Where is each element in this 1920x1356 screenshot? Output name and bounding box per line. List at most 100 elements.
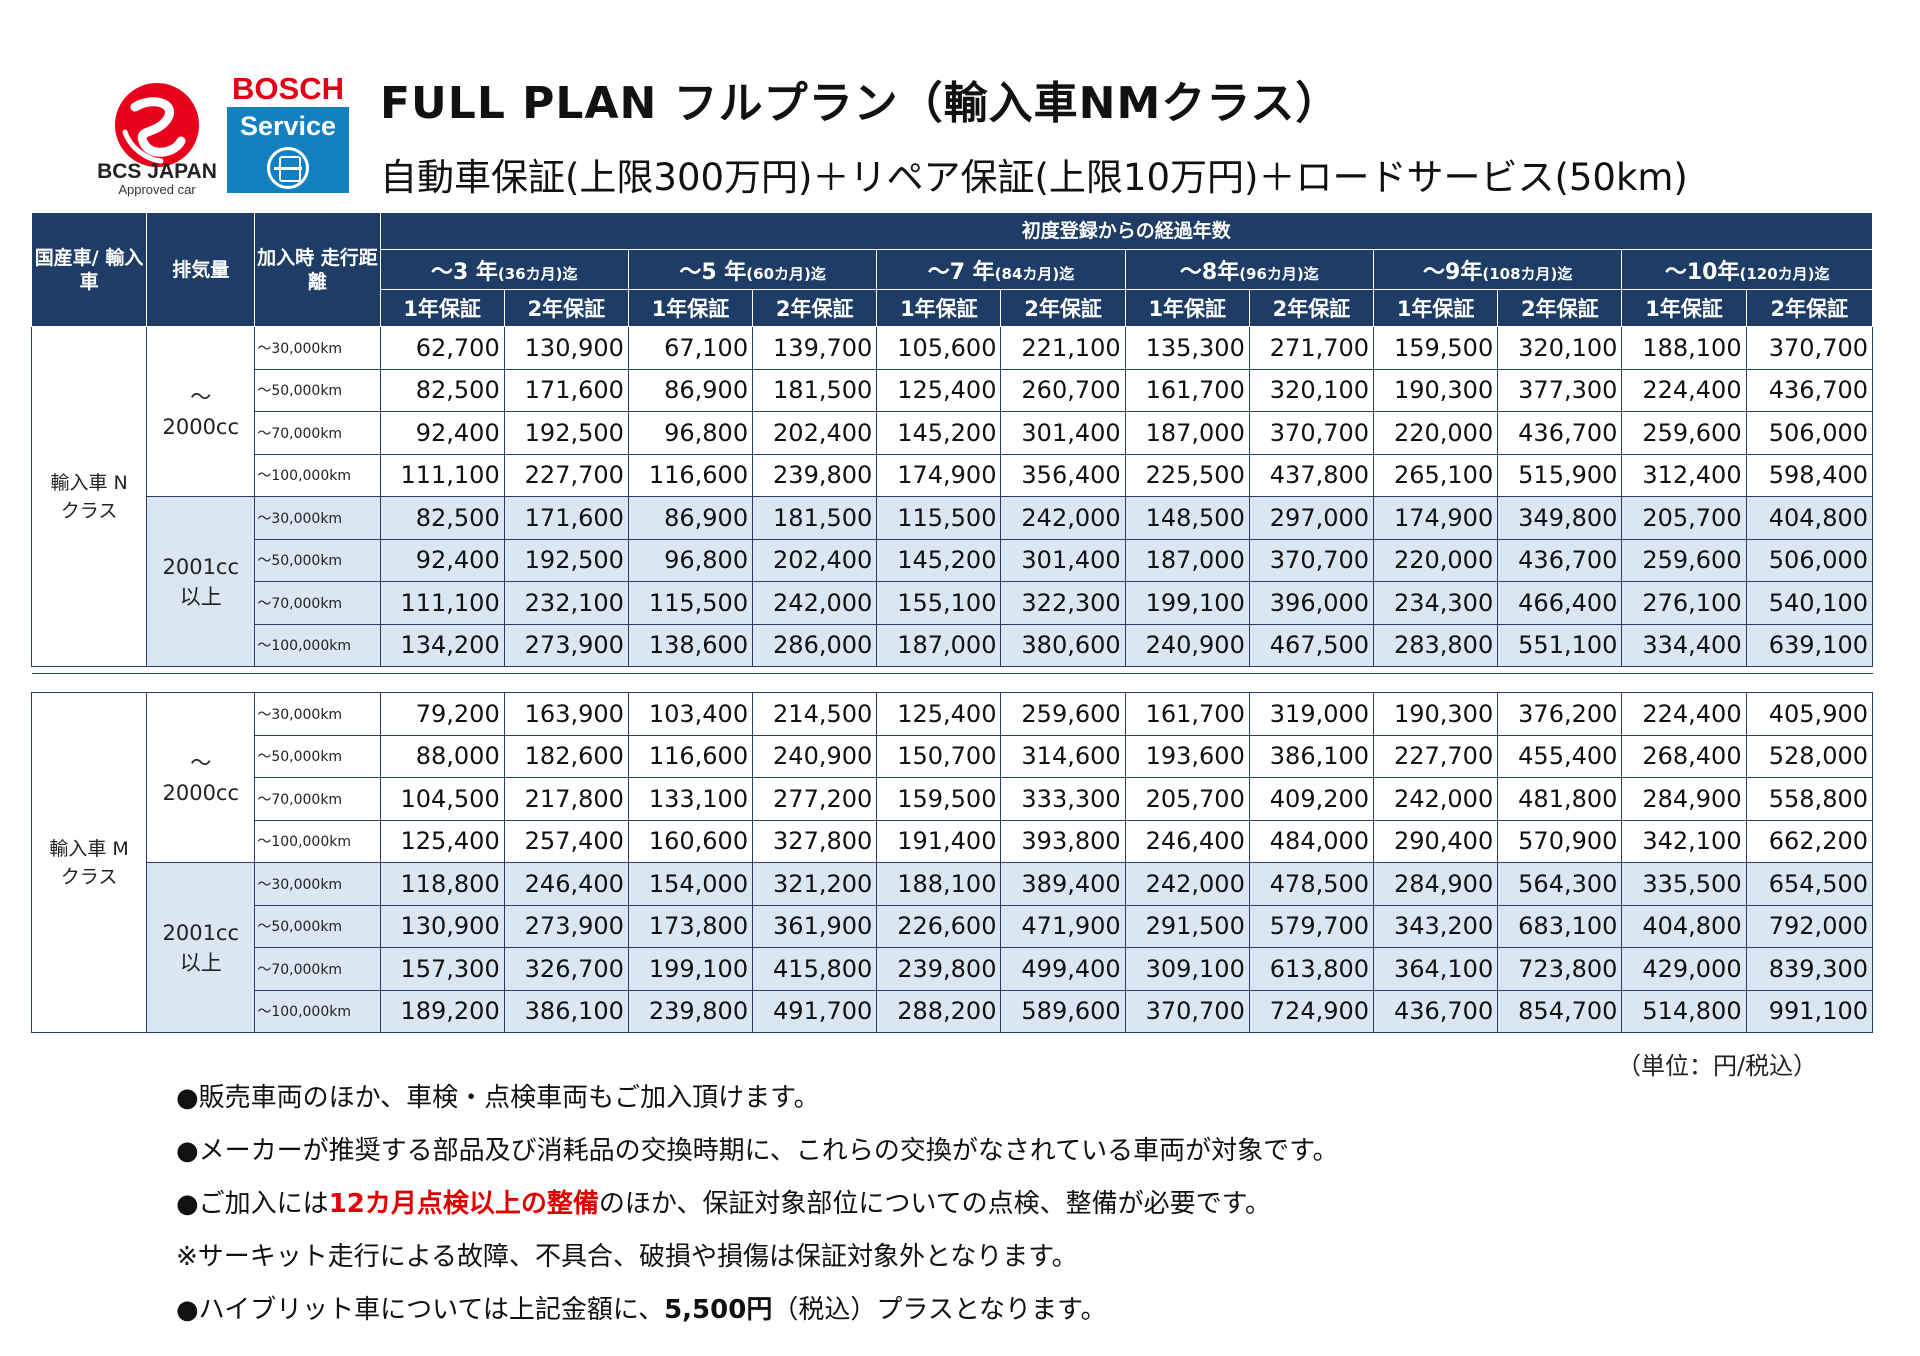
price-cell: 404,800 [1745,496,1874,540]
price-cell: 376,200 [1497,692,1623,736]
price-cell: 82,500 [379,496,505,540]
price-cell: 259,600 [1621,538,1747,582]
price-cell: 386,100 [1248,734,1375,778]
price-cell: 205,700 [1124,777,1250,821]
price-cell: 312,400 [1621,453,1747,497]
price-cell: 88,000 [379,734,505,778]
price-cell: 157,300 [379,947,505,991]
price-cell: 405,900 [1745,692,1874,736]
price-cell: 260,700 [1000,368,1126,412]
price-cell: 182,600 [503,734,629,778]
note-line: ●メーカーが推奨する部品及び消耗品の交換時期に、これらの交換がなされている車両が… [176,1125,1676,1178]
displacement-label: 2001cc 以上 [146,862,256,1033]
price-cell: 133,100 [627,777,754,821]
price-cell: 239,800 [627,989,754,1033]
price-cell: 481,800 [1497,777,1623,821]
price-cell: 221,100 [1000,326,1126,370]
price-cell: 393,800 [1000,819,1126,863]
header-period: ～10年(120カ月)迄 [1621,249,1873,290]
price-cell: 202,400 [752,411,878,455]
price-cell: 326,700 [503,947,629,991]
price-cell: 540,100 [1745,581,1874,625]
price-cell: 190,300 [1373,368,1499,412]
price-cell: 259,600 [1621,411,1747,455]
price-cell: 239,800 [876,947,1002,991]
price-cell: 161,700 [1124,368,1250,412]
price-cell: 82,500 [379,368,505,412]
price-cell: 471,900 [1000,904,1126,948]
displacement-label: 2001cc 以上 [146,496,256,667]
note-line: ●ハイブリット車については上記金額に、5,500円（税込）プラスとなります。 [176,1284,1676,1337]
price-cell: 205,700 [1621,496,1747,540]
price-cell: 187,000 [1124,411,1250,455]
price-cell: 145,200 [876,538,1002,582]
price-cell: 199,100 [1124,581,1250,625]
price-cell: 160,600 [627,819,754,863]
price-cell: 528,000 [1745,734,1874,778]
displacement-label: ～ 2000cc [146,326,256,497]
price-cell: 484,000 [1248,819,1375,863]
table-row: 2001cc 以上 ～30,000km 118,800 246,400 154,000 3… [32,862,1874,1033]
price-cell: 356,400 [1000,453,1126,497]
header-warranty-2yr: 2年保証 [503,289,629,327]
bosch-service-panel: Service [227,107,349,193]
header-period-sub: (36カ月)迄 [497,264,578,283]
price-cell: 273,900 [503,904,629,948]
price-cell: 67,100 [627,326,754,370]
price-cell: 187,000 [1124,538,1250,582]
header-period-main: ～7 年 [927,259,995,285]
price-cell: 161,700 [1124,692,1250,736]
price-cell: 92,400 [379,538,505,582]
price-cell: 130,900 [503,326,629,370]
table-row: 輸入車 Nクラス～ 2000cc ～30,000km 62,700 130,900 67… [30,326,1874,667]
mileage-label: ～70,000km [254,777,381,821]
notes-list: ●販売車両のほか、車検・点検車両もご加入頂けます。 ●メーカーが推奨する部品及び消… [176,1072,1676,1337]
price-cell: 276,100 [1621,581,1747,625]
price-table: 国産車/ 輸入車 排気量 加入時 走行距離 初度登録からの経過年数 ～3 年(3… [30,212,1874,1033]
price-cell: 234,300 [1373,581,1499,625]
bosch-armature-icon [267,147,309,189]
note-line: ※サーキット走行による故障、不具合、破損や損傷は保証対象外となります。 [176,1231,1676,1284]
header-period-main: ～5 年 [679,259,747,285]
mileage-label: ～100,000km [254,623,381,667]
price-cell: 455,400 [1497,734,1623,778]
price-cell: 792,000 [1745,904,1874,948]
price-cell: 277,200 [752,777,878,821]
header-period-main: ～10年 [1664,259,1740,285]
price-cell: 125,400 [876,692,1002,736]
price-cell: 288,200 [876,989,1002,1033]
header-type: 国産車/ 輸入車 [30,212,148,327]
price-cell: 514,800 [1621,989,1747,1033]
price-cell: 104,500 [379,777,505,821]
price-cell: 515,900 [1497,453,1623,497]
mileage-label: ～100,000km [254,819,381,863]
note-text: ●販売車両のほか、車検・点検車両もご加入頂けます。 [176,1083,820,1113]
header-warranty-2yr: 2年保証 [1000,289,1126,327]
price-cell: 589,600 [1000,989,1126,1033]
price-cell: 189,200 [379,989,505,1033]
price-cell: 429,000 [1621,947,1747,991]
mileage-label: ～70,000km [254,947,381,991]
price-cell: 370,700 [1248,411,1375,455]
price-cell: 154,000 [627,862,754,906]
price-cell: 361,900 [752,904,878,948]
price-cell: 159,500 [1373,326,1499,370]
price-cell: 79,200 [379,692,505,736]
price-cell: 564,300 [1497,862,1623,906]
note-line: ●販売車両のほか、車検・点検車両もご加入頂けます。 [176,1072,1676,1125]
table-row: ～50,000km 88,000 182,600 116,600 240,900 150,… [32,734,1874,778]
price-cell: 320,100 [1497,326,1623,370]
price-cell: 214,500 [752,692,878,736]
table-row: ～100,000km 134,200 273,900 138,600 286,000 18… [32,623,1874,667]
price-cell: 171,600 [503,496,629,540]
header-displacement: 排気量 [146,212,256,327]
price-cell: 297,000 [1248,496,1375,540]
price-cell: 174,900 [876,453,1002,497]
price-cell: 138,600 [627,623,754,667]
price-cell: 217,800 [503,777,629,821]
mileage-label: ～50,000km [254,368,381,412]
price-cell: 139,700 [752,326,878,370]
price-cell: 724,900 [1248,989,1375,1033]
price-cell: 242,000 [1124,862,1250,906]
price-cell: 232,100 [503,581,629,625]
